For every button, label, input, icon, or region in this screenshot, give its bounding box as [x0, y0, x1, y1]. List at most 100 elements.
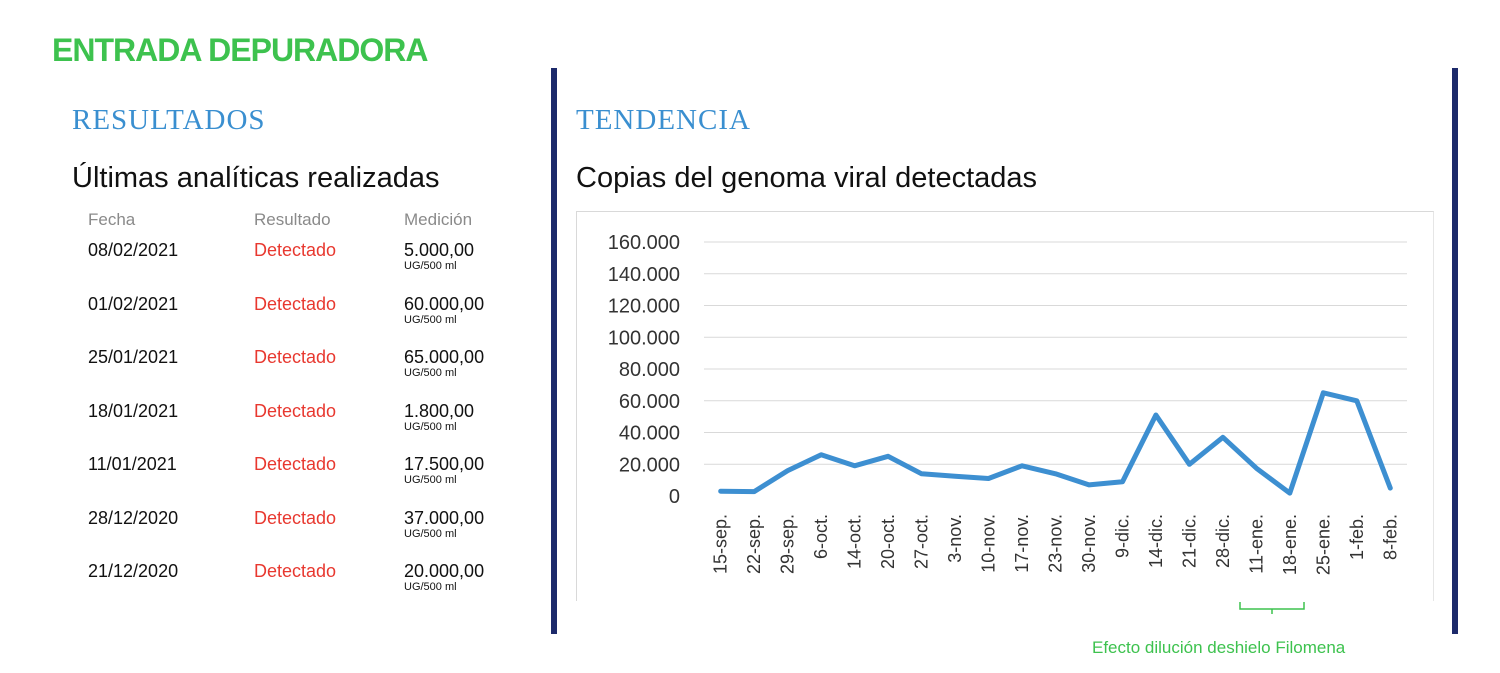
row-status: Detectado	[254, 293, 337, 314]
x-tick-label: 6-oct.	[811, 514, 831, 559]
x-tick-label: 15-sep.	[711, 514, 731, 574]
x-tick-label: 1-feb.	[1347, 514, 1367, 560]
measurement-unit: UG/500 ml	[404, 367, 457, 379]
x-tick-label: 8-feb.	[1380, 514, 1400, 560]
x-tick-label: 11-ene.	[1246, 514, 1266, 574]
row-measurement: 37.000,00 UG/500 ml	[404, 508, 528, 562]
x-tick-label: 18-ene.	[1280, 514, 1300, 575]
row-date: 01/02/2021	[88, 293, 179, 314]
data-point	[1054, 472, 1057, 476]
trend-heading: TENDENCIA	[576, 104, 751, 136]
row-status: Detectado	[254, 561, 337, 581]
measurement-value: 65.000,00	[404, 347, 485, 367]
row-measurement: 1.800,00 UG/500 ml	[404, 401, 528, 455]
row-status: Detectado	[254, 347, 337, 367]
y-tick-label: 20.000	[619, 454, 680, 476]
measurement-unit: UG/500 ml	[404, 527, 457, 540]
row-measurement: 5.000,00 UG/500 ml	[404, 240, 528, 294]
series-line	[718, 390, 1393, 496]
row-measurement: 60.000,00 UG/500 ml	[404, 294, 528, 348]
table-row: 08/02/2021 Detectado 5.000,00 UG/500 ml	[88, 240, 528, 294]
results-table: Fecha Resultado Medición 08/02/2021 Dete…	[88, 210, 528, 615]
data-point	[1254, 466, 1258, 470]
table-row: 11/01/2021 Detectado 17.500,00 UG/500 ml	[88, 454, 528, 508]
measurement-unit: UG/500 ml	[404, 313, 457, 326]
y-tick-label: 140.000	[608, 264, 680, 286]
x-tick-label: 10-nov.	[979, 514, 999, 573]
column-header-date: Fecha	[88, 210, 136, 229]
data-point	[819, 453, 823, 457]
y-tick-label: 120.000	[608, 296, 680, 318]
y-tick-label: 100.000	[608, 327, 680, 349]
row-status: Detectado	[254, 454, 337, 474]
table-row: 25/01/2021 Detectado 65.000,00 UG/500 ml	[88, 347, 528, 401]
measurement-value: 37.000,00	[404, 507, 485, 528]
row-measurement: 17.500,00 UG/500 ml	[404, 454, 528, 508]
section-divider-right	[1452, 68, 1458, 634]
row-status: Detectado	[254, 507, 337, 528]
results-subheading: Últimas analíticas realizadas	[72, 162, 440, 194]
data-point	[853, 464, 857, 468]
x-tick-label: 28-dic.	[1213, 514, 1233, 568]
x-tick-label: 20-oct.	[878, 514, 898, 569]
x-tick-label: 14-dic.	[1146, 514, 1166, 568]
data-point	[719, 489, 723, 493]
row-measurement: 65.000,00 UG/500 ml	[404, 347, 528, 401]
y-tick-label: 60.000	[619, 391, 680, 413]
measurement-value: 20.000,00	[404, 561, 485, 581]
column-header-measurement: Medición	[404, 210, 473, 229]
data-point	[1355, 399, 1359, 403]
trend-subheading: Copias del genoma viral detectadas	[576, 162, 1038, 194]
y-tick-label: 160.000	[608, 232, 680, 254]
x-tick-label: 29-sep.	[778, 514, 798, 574]
data-point	[1120, 480, 1124, 484]
data-point	[1154, 413, 1158, 417]
y-tick-label: 80.000	[619, 359, 680, 381]
data-point	[786, 469, 790, 473]
measurement-value: 17.500,00	[404, 454, 485, 474]
section-divider	[551, 68, 557, 634]
row-status: Detectado	[254, 400, 337, 421]
row-date: 18/01/2021	[88, 400, 179, 421]
results-table-header: Fecha Resultado Medición	[88, 210, 528, 240]
x-tick-label: 14-oct.	[845, 514, 865, 569]
chart-canvas: 0 20.000 40.000 60.000 80.000 100.000 120.000 1…	[608, 232, 1407, 575]
data-point	[987, 477, 991, 481]
x-tick-label: 22-sep.	[744, 514, 764, 574]
measurement-unit: UG/500 ml	[404, 260, 457, 272]
y-tick-label: 0	[669, 486, 680, 508]
data-point	[752, 490, 756, 494]
x-tick-label: 30-nov.	[1079, 514, 1099, 573]
row-date: 28/12/2020	[88, 507, 179, 528]
data-point	[1288, 491, 1292, 495]
annotation-bracket	[1239, 602, 1305, 614]
data-point	[1187, 462, 1191, 466]
x-tick-label: 21-dic.	[1179, 514, 1199, 568]
data-point	[1087, 483, 1091, 487]
measurement-unit: UG/500 ml	[404, 581, 457, 593]
table-row: 28/12/2020 Detectado 37.000,00 UG/500 ml	[88, 508, 528, 562]
x-tick-label: 25-ene.	[1313, 514, 1333, 575]
x-tick-label: 17-nov.	[1012, 514, 1032, 573]
data-point	[920, 472, 924, 476]
x-tick-label: 27-oct.	[912, 514, 932, 569]
measurement-value: 1.800,00	[404, 400, 475, 421]
page-title: ENTRADA DEPURADORA	[52, 32, 428, 68]
table-row: 01/02/2021 Detectado 60.000,00 UG/500 ml	[88, 294, 528, 348]
table-row: 21/12/2020 Detectado 20.000,00 UG/500 ml	[88, 561, 528, 615]
x-tick-label: 9-dic.	[1112, 514, 1132, 558]
data-point	[1020, 464, 1024, 468]
measurement-value: 60.000,00	[404, 293, 485, 314]
x-tick-label: 23-nov.	[1046, 514, 1066, 573]
row-date: 21/12/2020	[88, 561, 179, 581]
x-tick-label: 3-nov.	[945, 514, 965, 563]
chart-annotation: Efecto dilución deshielo Filomena	[1092, 638, 1346, 657]
row-measurement: 20.000,00 UG/500 ml	[404, 561, 528, 615]
row-date: 08/02/2021	[88, 240, 179, 260]
data-point	[886, 454, 890, 458]
row-date: 25/01/2021	[88, 347, 179, 367]
data-point	[1388, 486, 1392, 490]
data-point	[953, 474, 957, 478]
row-date: 11/01/2021	[88, 454, 177, 474]
column-header-result: Resultado	[254, 210, 331, 229]
